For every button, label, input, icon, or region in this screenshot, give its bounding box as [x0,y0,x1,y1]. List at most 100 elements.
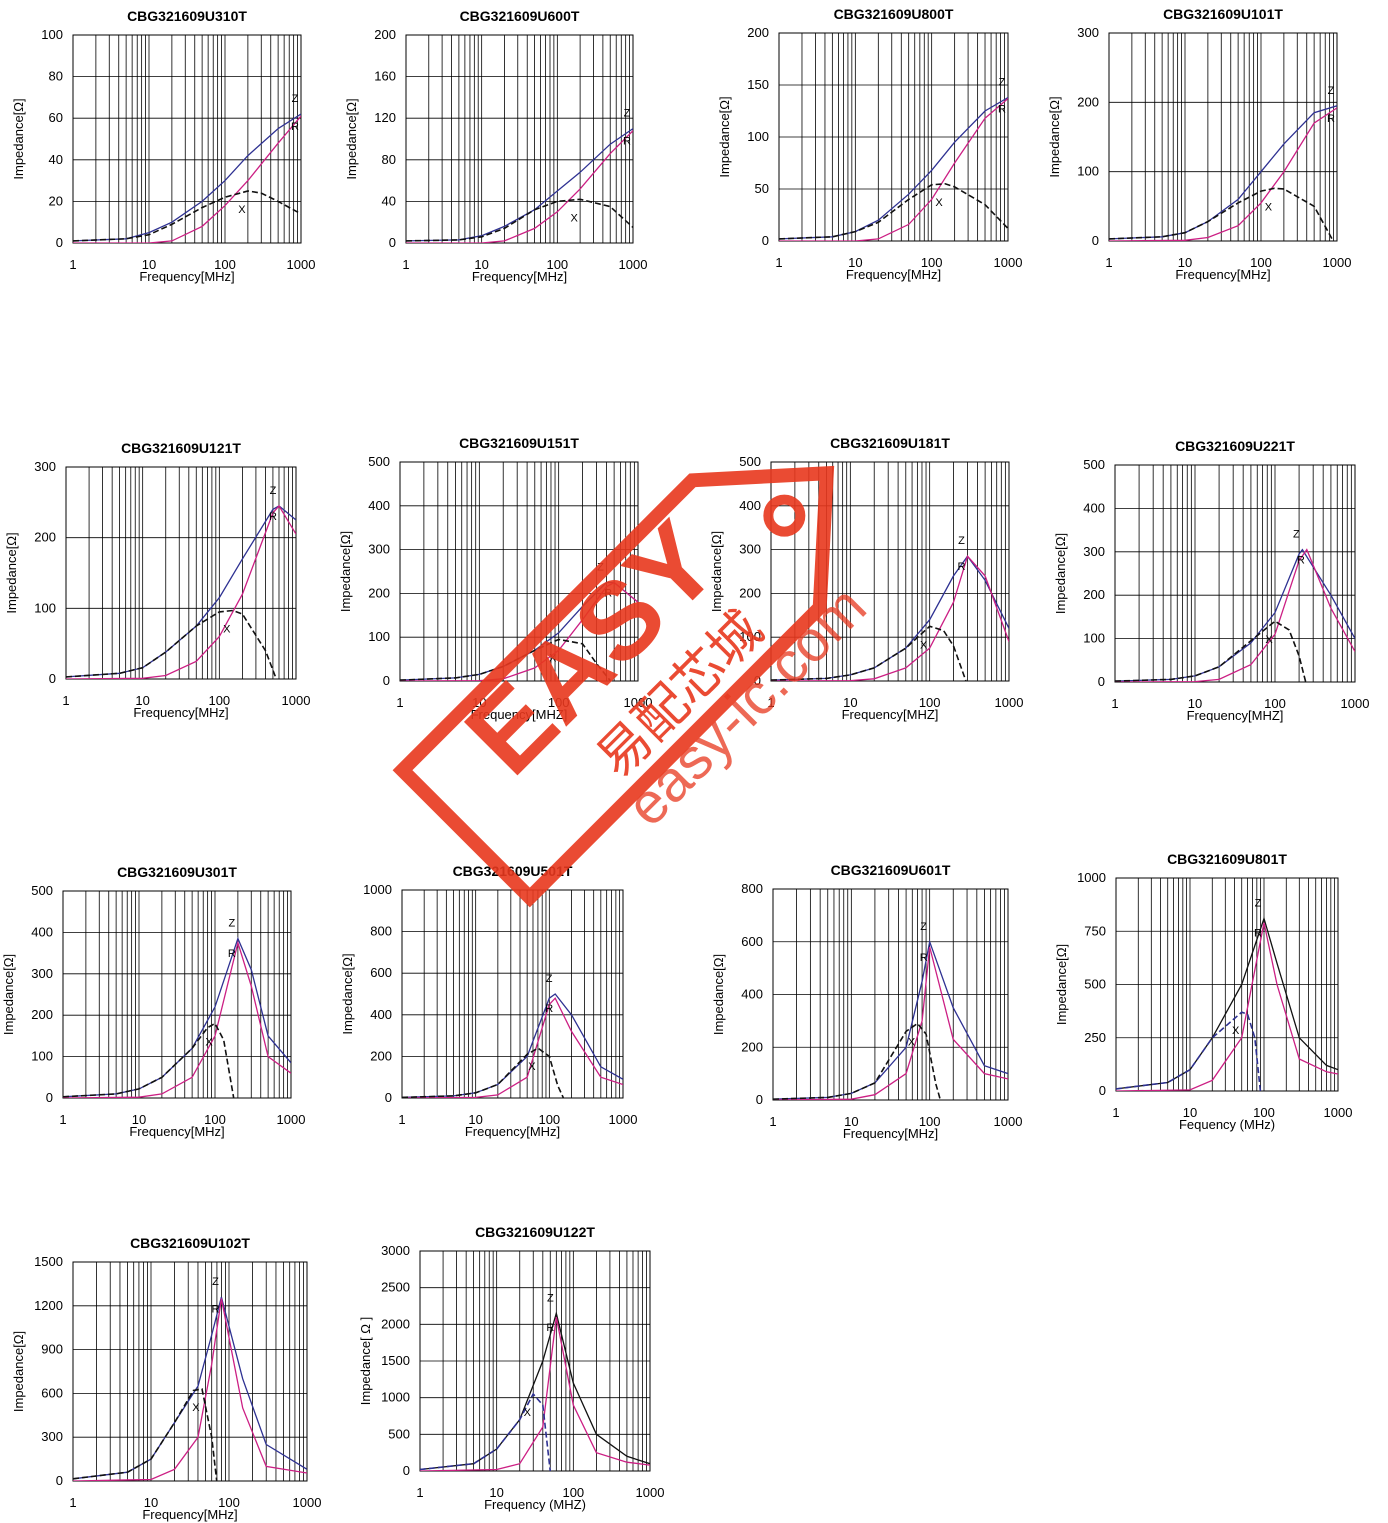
y-tick-label: 100 [747,129,769,144]
y-axis-label: Impedance[Ω] [1054,944,1069,1025]
y-tick-label: 1000 [381,1390,410,1405]
series-z [1109,105,1337,240]
chart-8: 0 100 200 300 400 500 1 10 100 1000 CBG321609U301T… [1,864,305,1139]
x-tick-label: 1000 [282,693,311,708]
chart-4: 0 100 200 300 1 10 100 1000 CBG321609U121T Freque… [4,440,310,720]
y-tick-label: 20 [49,193,63,208]
chart-title: CBG321609U151T [459,435,579,451]
series-label-r: R [269,511,277,523]
series-x [73,190,301,242]
y-tick-label: 500 [31,883,53,898]
y-tick-label: 200 [374,27,396,42]
x-tick-label: 10 [1178,255,1192,270]
series-label-x: X [192,1402,200,1414]
chart-title: CBG321609U101T [1163,6,1283,22]
series-r [406,130,633,243]
y-tick-label: 400 [741,987,763,1002]
chart-title: CBG321609U181T [830,435,950,451]
y-tick-label: 200 [368,585,390,600]
x-axis-label: Frequency[MHZ] [842,707,939,722]
y-tick-label: 300 [31,966,53,981]
plot-frame [72,1261,308,1482]
series-z [420,1310,650,1471]
series-x [773,1022,942,1100]
y-tick-label: 500 [1084,977,1106,992]
y-tick-label: 300 [34,459,56,474]
y-tick-label: 300 [1077,25,1099,40]
x-tick-label: 1 [59,1112,66,1127]
x-tick-label: 10 [144,1495,158,1510]
y-tick-label: 200 [31,1007,53,1022]
y-tick-label: 800 [370,924,392,939]
series-label-r: R [998,104,1006,116]
plot-frame [62,890,292,1099]
chart-9: 0 200 400 600 800 1000 1 10 100 1000 CBG321609U501… [340,863,637,1139]
series-x [771,625,967,681]
x-tick-label: 100 [218,1495,240,1510]
y-axis-label: Impedance[Ω] [1,954,16,1035]
x-tick-label: 1 [62,693,69,708]
x-tick-label: 1000 [995,695,1024,710]
series-x [402,1047,565,1098]
series-label-z: Z [624,108,631,120]
x-tick-label: 1000 [609,1112,638,1127]
y-tick-label: 0 [389,235,396,250]
y-tick-label: 250 [1084,1030,1106,1045]
y-tick-label: 150 [747,77,769,92]
x-tick-label: 10 [489,1485,503,1500]
y-tick-label: 0 [756,1092,763,1107]
x-tick-label: 1000 [1324,1105,1353,1120]
chart-title: CBG321609U800T [834,6,954,22]
y-tick-label: 0 [762,233,769,248]
series-r [1115,548,1355,682]
x-tick-label: 1 [398,1112,405,1127]
y-tick-label: 1200 [34,1298,63,1313]
x-tick-label: 1000 [994,1114,1023,1129]
plot-frame [419,1250,651,1472]
x-tick-label: 1 [402,257,409,272]
series-r [771,554,1009,681]
series-label-z: Z [270,485,277,497]
x-tick-label: 100 [208,693,230,708]
series-label-x: X [238,204,246,216]
x-tick-label: 1000 [287,257,316,272]
series-label-z: Z [1255,897,1262,909]
y-tick-label: 0 [1099,1083,1106,1098]
chart-title: CBG321609U301T [117,864,237,880]
y-axis-label: Impedance[Ω] [11,98,26,179]
y-tick-label: 1000 [1077,870,1106,885]
y-axis-label: Impedance[Ω] [340,953,355,1034]
y-tick-label: 100 [41,27,63,42]
y-tick-label: 0 [56,235,63,250]
y-tick-label: 60 [49,110,63,125]
x-tick-label: 1000 [636,1485,665,1500]
y-tick-label: 750 [1084,923,1106,938]
plot-frame [770,461,1010,682]
y-tick-label: 80 [382,152,396,167]
x-tick-label: 100 [538,1112,560,1127]
series-z [773,939,1008,1100]
series-label-z: Z [958,535,965,547]
x-tick-label: 100 [214,257,236,272]
chart-title: CBG321609U501T [453,863,573,879]
series-r [773,946,1008,1100]
series-label-z: Z [1328,85,1335,97]
y-tick-label: 2000 [381,1316,410,1331]
y-tick-label: 500 [388,1426,410,1441]
y-tick-label: 100 [739,629,761,644]
plot-frame [1108,32,1338,242]
x-tick-label: 1000 [624,695,653,710]
plot-frame [405,34,634,244]
y-tick-label: 400 [739,498,761,513]
x-tick-label: 100 [562,1485,584,1500]
x-tick-label: 1000 [1341,696,1370,711]
y-tick-label: 0 [385,1090,392,1105]
series-z [402,993,623,1098]
y-axis-label: Impedance[Ω] [11,1331,26,1412]
series-z [400,581,638,681]
series-label-r: R [623,136,631,148]
series-label-r: R [228,948,236,960]
chart-title: CBG321609U221T [1175,438,1295,454]
x-tick-label: 10 [844,1114,858,1129]
